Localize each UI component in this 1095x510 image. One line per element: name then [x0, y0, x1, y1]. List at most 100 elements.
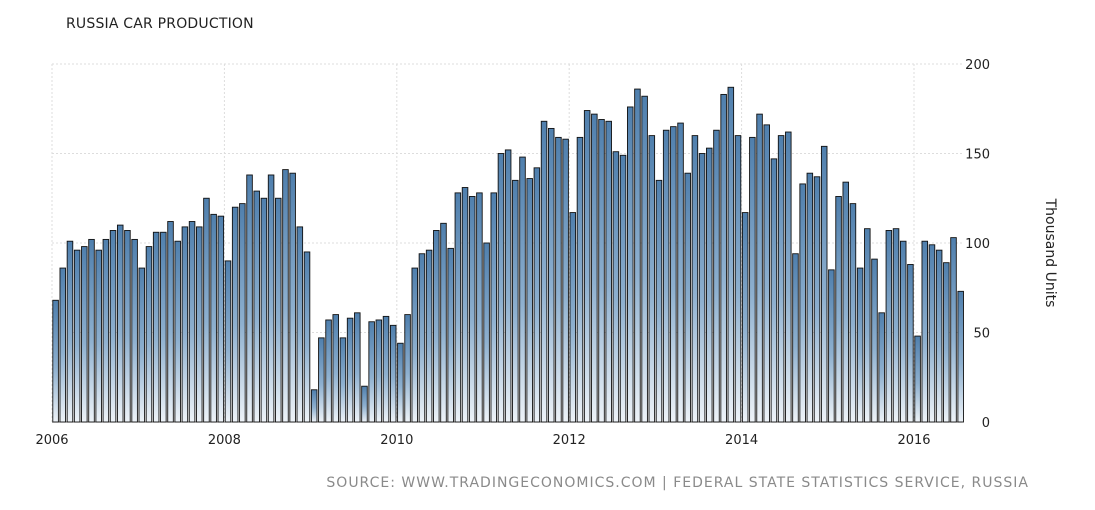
bar	[856, 267, 864, 423]
bar	[389, 324, 397, 423]
bar	[720, 93, 727, 423]
y-tick-label: 100	[965, 237, 990, 252]
bar	[878, 312, 885, 423]
bar	[404, 314, 411, 423]
y-tick-label: 0	[982, 416, 990, 431]
x-tick-label: 2014	[725, 433, 758, 448]
bar	[943, 262, 950, 423]
bar	[318, 337, 325, 423]
bar	[303, 251, 311, 423]
bar	[828, 269, 835, 423]
bar	[634, 88, 641, 423]
bar	[756, 113, 763, 423]
bar	[73, 249, 81, 423]
bar	[368, 321, 375, 423]
bar	[231, 206, 239, 423]
bar	[835, 196, 842, 423]
bar	[691, 135, 699, 423]
bar	[648, 135, 656, 423]
bar	[152, 231, 160, 423]
bar	[928, 244, 936, 423]
bar	[935, 249, 943, 423]
bar	[382, 315, 390, 423]
bar	[95, 249, 102, 423]
bar	[88, 238, 95, 423]
bar	[346, 317, 354, 423]
bar	[239, 203, 246, 423]
bar	[706, 147, 713, 423]
bar	[325, 319, 332, 423]
bar	[224, 260, 232, 423]
x-tick-label: 2006	[35, 433, 68, 448]
bar	[770, 158, 778, 423]
y-tick-label: 200	[965, 58, 990, 73]
x-tick-label: 2016	[897, 433, 930, 448]
y-axis-ticks: 0 50 100 150 200	[965, 58, 990, 431]
bar	[433, 230, 440, 423]
bar	[504, 149, 512, 423]
bar	[871, 258, 878, 423]
bar	[253, 190, 260, 423]
bar	[339, 337, 347, 423]
bar	[763, 124, 770, 423]
bar	[612, 151, 620, 423]
bar	[555, 136, 562, 423]
bar	[670, 126, 677, 423]
bar	[892, 228, 900, 423]
bar	[425, 249, 433, 423]
bar	[921, 240, 929, 423]
bar	[217, 215, 225, 423]
bar	[81, 246, 88, 423]
bar	[361, 385, 368, 423]
y-tick-label: 50	[973, 327, 990, 342]
y-axis-label: Thousand Units	[1042, 198, 1058, 308]
bar	[246, 174, 253, 423]
bar	[447, 247, 454, 423]
bar	[907, 264, 914, 423]
bar	[483, 242, 490, 423]
bar	[562, 138, 569, 423]
bar	[52, 299, 59, 423]
bar	[820, 145, 828, 423]
bar	[533, 167, 541, 423]
bar	[411, 267, 419, 423]
bar	[569, 212, 577, 423]
bar	[181, 226, 189, 423]
bar	[440, 222, 447, 423]
x-tick-label: 2012	[553, 433, 586, 448]
bar	[741, 212, 749, 423]
bar	[512, 179, 519, 423]
bar	[267, 174, 275, 423]
bar	[727, 86, 735, 423]
bar	[785, 131, 792, 423]
bar	[540, 120, 548, 423]
bar	[332, 314, 339, 423]
bar	[777, 135, 785, 423]
bar	[289, 172, 296, 423]
bar	[174, 240, 181, 423]
bar	[131, 238, 138, 423]
bar	[662, 129, 670, 423]
bar	[684, 172, 691, 423]
bar	[698, 153, 706, 423]
bar	[109, 230, 117, 423]
bar	[145, 246, 153, 423]
bar	[59, 267, 67, 423]
bar	[591, 113, 598, 423]
bar	[124, 230, 131, 423]
bar	[598, 119, 605, 423]
bar	[275, 197, 282, 423]
bar	[799, 183, 806, 423]
bar	[605, 120, 612, 423]
bar	[864, 228, 871, 423]
bar	[160, 231, 167, 423]
bar	[66, 240, 74, 423]
bar	[454, 192, 462, 423]
bar	[749, 136, 756, 423]
source-footer: SOURCE: WWW.TRADINGECONOMICS.COM | FEDER…	[326, 475, 1029, 491]
bar	[519, 156, 526, 423]
bar	[547, 127, 555, 423]
bar	[296, 226, 304, 423]
bar	[282, 169, 289, 423]
